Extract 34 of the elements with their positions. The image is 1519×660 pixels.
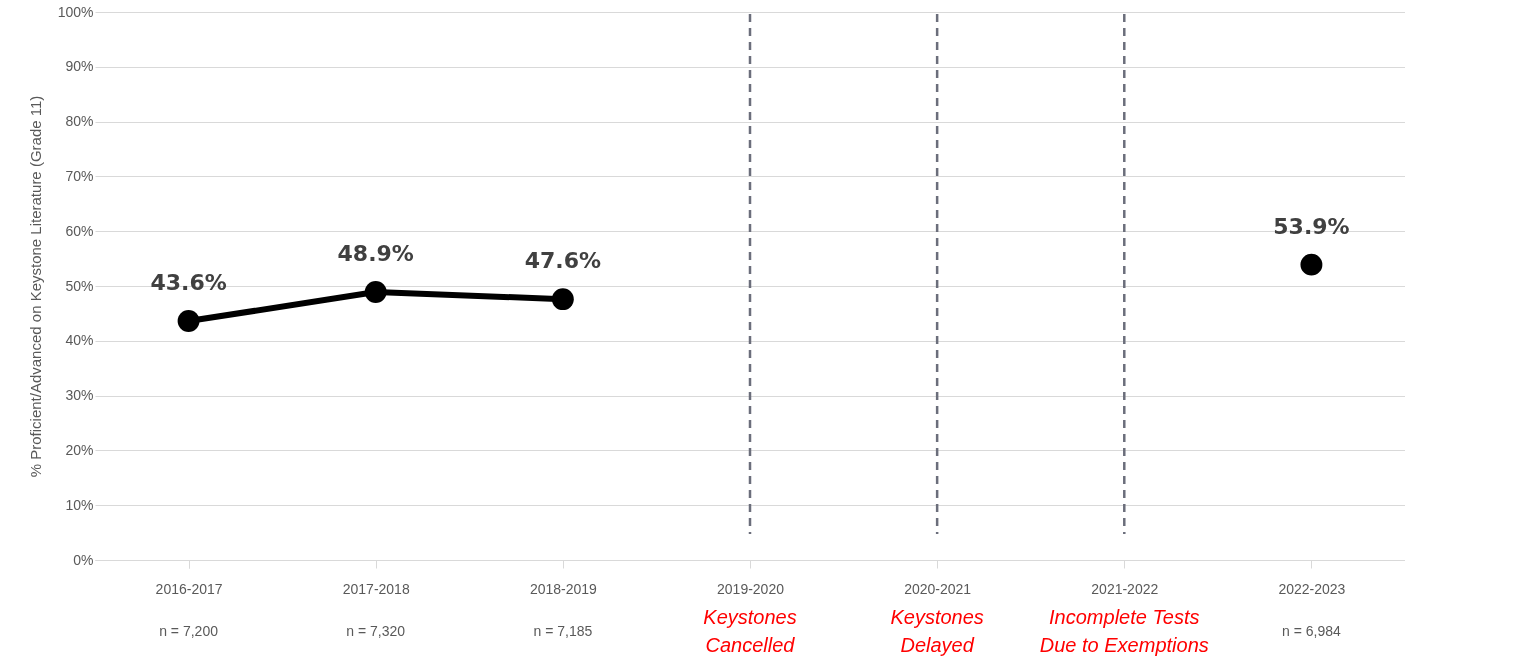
text: Incomplete Tests Due to Exemptions — [1039, 606, 1209, 656]
text: n = 7,320 — [346, 623, 406, 639]
text: Keystones Cancelled — [703, 606, 797, 656]
y-tick-label: 10% — [65, 496, 94, 513]
x-tick-label: 2017-2018 — [342, 580, 410, 597]
text: Keystones Delayed — [890, 606, 984, 656]
text: n = 7,185 — [533, 623, 593, 639]
y-tick-label: 90% — [65, 58, 94, 75]
x-tick-label: 2016-2017 — [155, 580, 223, 597]
x-tick-label: 2019-2020 — [717, 580, 785, 597]
data-label: 48.9% — [337, 241, 414, 267]
point — [177, 310, 200, 332]
y-tick-label: 0% — [73, 551, 94, 568]
point — [1300, 253, 1323, 276]
point — [551, 288, 574, 311]
x-tick-label: 2021-2022 — [1091, 580, 1159, 597]
x-tick-label: 2018-2019 — [529, 580, 598, 597]
y-tick-label: 40% — [65, 332, 94, 349]
x-tick-label: 2020-2021 — [904, 580, 972, 597]
y-tick-label: 80% — [65, 113, 94, 130]
y-tick-label: 60% — [65, 222, 94, 239]
data-label: 47.6% — [524, 248, 602, 274]
x-tick-label: 2022-2023 — [1278, 580, 1346, 597]
y-tick-label: 30% — [65, 387, 94, 404]
text: n = 7,200 — [159, 623, 219, 639]
point — [364, 281, 387, 303]
text: n = 6,984 — [1282, 623, 1342, 639]
y-tick-label: 70% — [65, 167, 94, 184]
y-tick-label: 50% — [65, 277, 94, 294]
y-axis-title: % Proficient/Advanced on Keystone Literature (Grade 11) — [26, 95, 44, 478]
y-tick-label: 100% — [57, 3, 94, 20]
data-label: 53.9% — [1273, 213, 1350, 239]
data-label: 43.6% — [150, 270, 227, 296]
y-tick-label: 20% — [65, 441, 94, 458]
